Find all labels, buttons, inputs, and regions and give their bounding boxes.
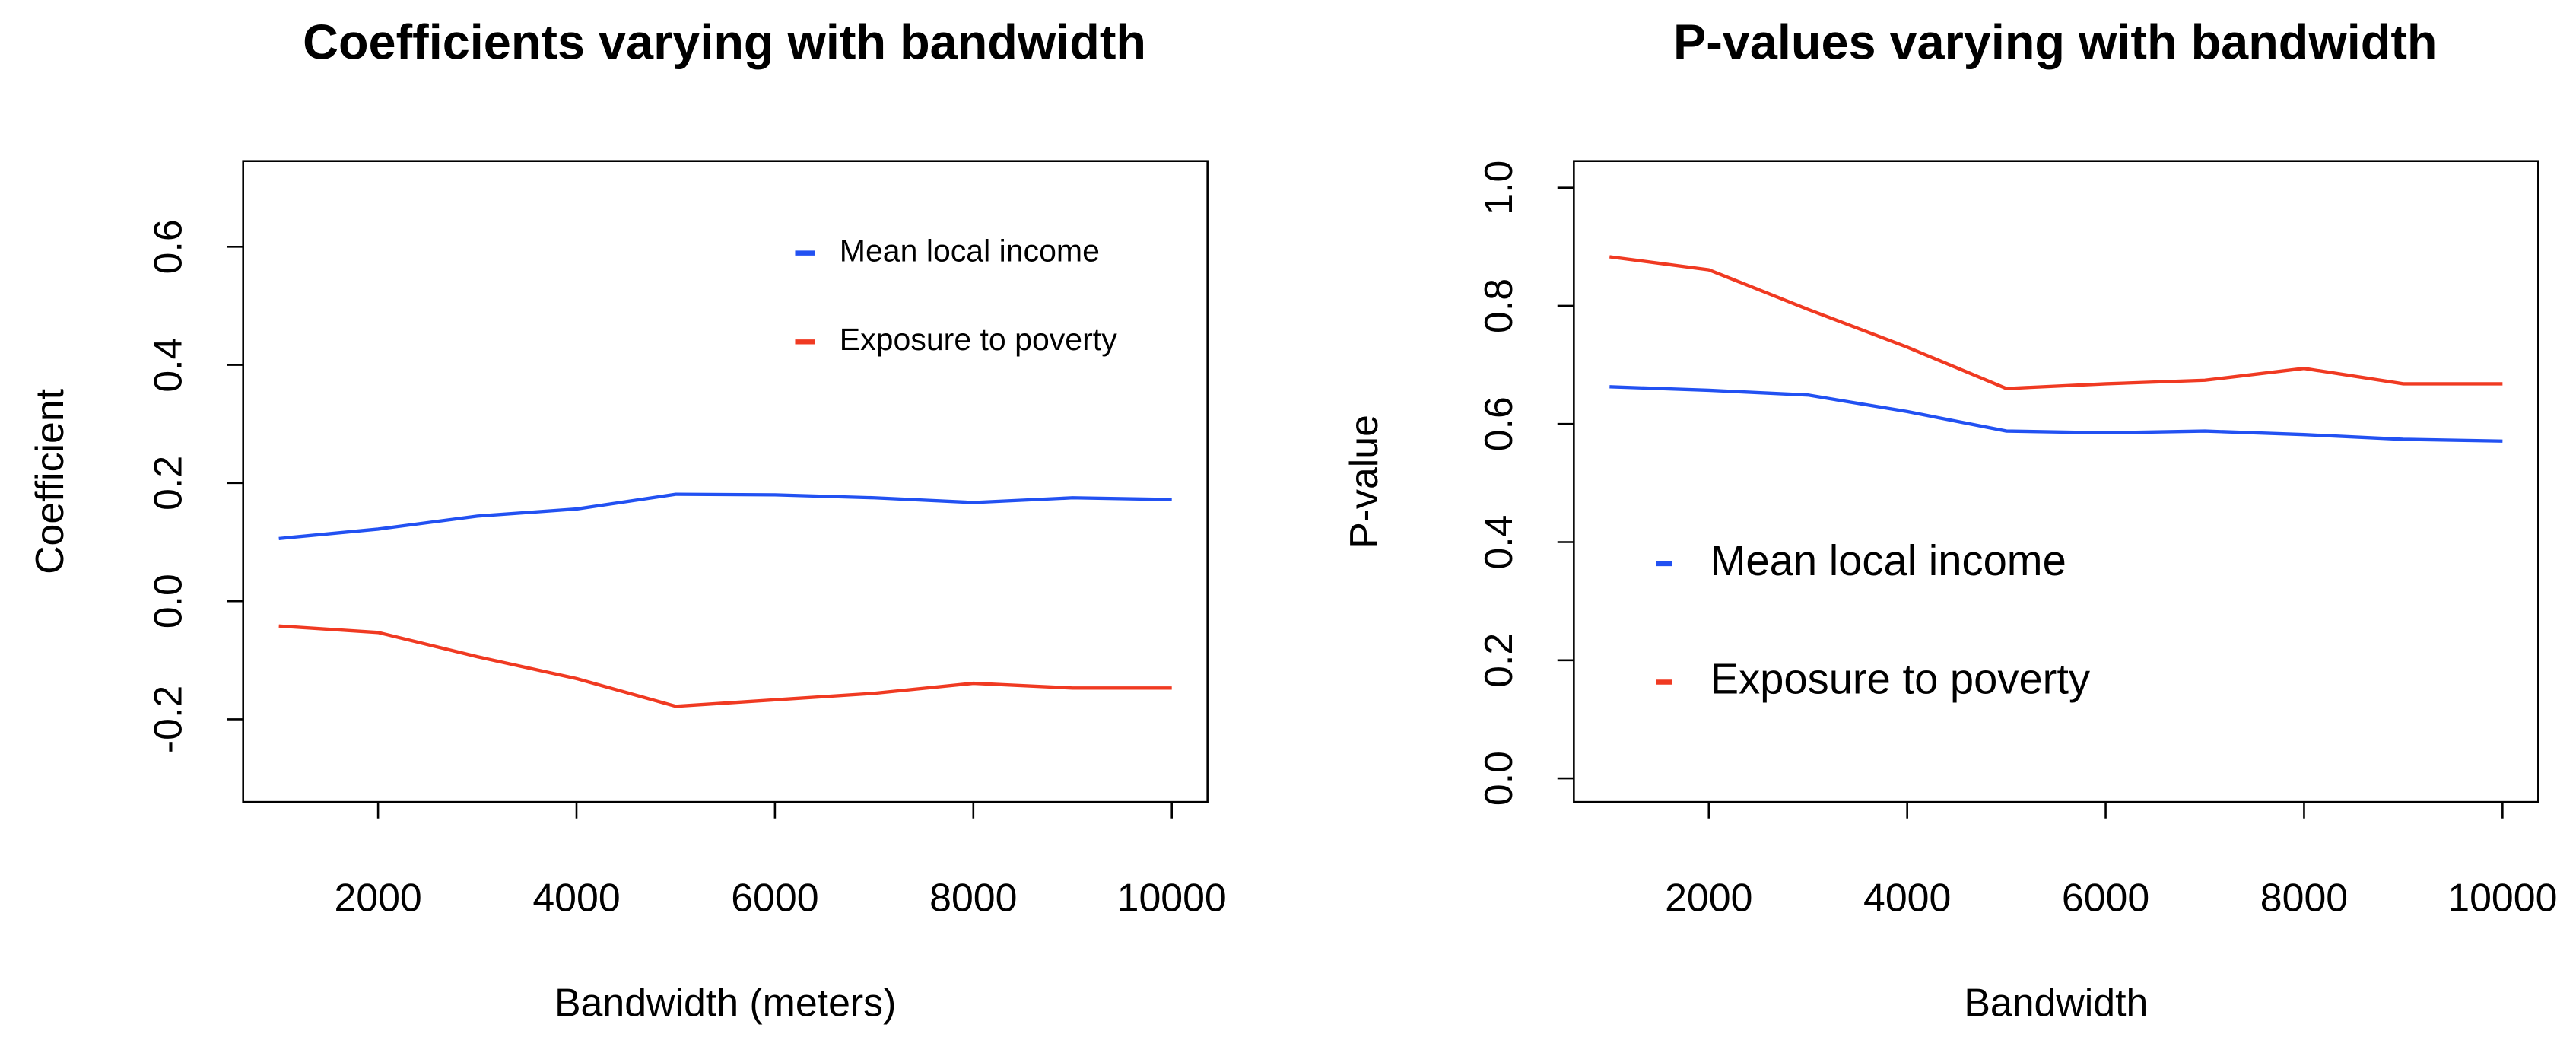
x-tick-label: 4000 [532, 875, 620, 919]
y-tick-label: 0.2 [1476, 633, 1520, 688]
legend-label: Mean local income [840, 234, 1100, 269]
data-line [1609, 255, 2503, 390]
x-axis-label: Bandwidth [1964, 981, 2148, 1025]
y-tick-label: 0.0 [1476, 751, 1520, 806]
y-tick-label: 0.0 [145, 574, 189, 628]
y-tick-label: 0.4 [1476, 514, 1520, 569]
y-axis-label: Coefficient [27, 388, 71, 574]
legend-label: Exposure to poverty [1710, 654, 2090, 702]
x-tick-label: 2000 [1665, 875, 1752, 919]
plot: P-values varying with bandwidth 2000 4000 6… [1342, 14, 2558, 1025]
y-tick-label: 0.6 [1476, 396, 1520, 451]
y-tick-label: 0.4 [145, 338, 189, 393]
x-tick-label: 8000 [929, 875, 1017, 919]
legend-label: Exposure to poverty [840, 322, 1117, 357]
chart-title: Coefficients varying with bandwidth [303, 14, 1146, 70]
y-tick-label: -0.2 [145, 686, 189, 753]
x-tick-label: 10000 [1117, 875, 1227, 919]
y-tick-label: 1.0 [1476, 161, 1520, 215]
y-tick-label: 0.8 [1476, 278, 1520, 333]
plot-frame [1573, 160, 2539, 803]
y-tick-label: 0.2 [145, 456, 189, 511]
chart-title: P-values varying with bandwidth [1673, 14, 2438, 70]
data-line [278, 624, 1172, 708]
x-tick-label: 8000 [2260, 875, 2348, 919]
plot-frame [242, 160, 1209, 803]
y-tick-label: 0.6 [145, 219, 189, 274]
legend-label: Mean local income [1710, 536, 2066, 584]
x-tick-label: 6000 [2062, 875, 2149, 919]
y-axis-label: P-value [1342, 415, 1386, 549]
plot: Coefficients varying with bandwidth 2000 4… [27, 14, 1227, 1025]
data-line [278, 492, 1172, 540]
x-tick-label: 2000 [334, 875, 421, 919]
x-tick-label: 4000 [1863, 875, 1951, 919]
data-line [1609, 385, 2503, 443]
x-tick-label: 6000 [731, 875, 818, 919]
x-axis-label: Bandwidth (meters) [554, 981, 896, 1025]
x-tick-label: 10000 [2447, 875, 2557, 919]
